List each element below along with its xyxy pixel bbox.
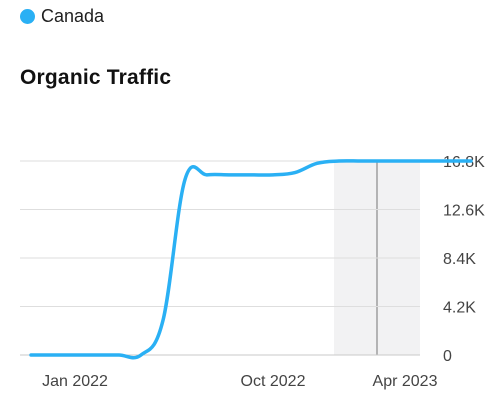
- legend: Canada: [20, 6, 104, 27]
- x-tick-label: Jan 2022: [42, 373, 108, 390]
- legend-label: Canada: [41, 6, 105, 26]
- legend-color-dot: [20, 9, 35, 24]
- x-tick-label: Oct 2022: [241, 373, 306, 390]
- chart-title: Organic Traffic: [20, 66, 172, 89]
- y-tick-label: 0: [443, 348, 452, 365]
- x-tick-label: Apr 2023: [373, 373, 438, 390]
- y-tick-label: 8.4K: [443, 251, 476, 268]
- y-tick-label: 12.6K: [443, 203, 485, 220]
- series-line: [29, 159, 473, 360]
- y-tick-label: 4.2K: [443, 300, 476, 317]
